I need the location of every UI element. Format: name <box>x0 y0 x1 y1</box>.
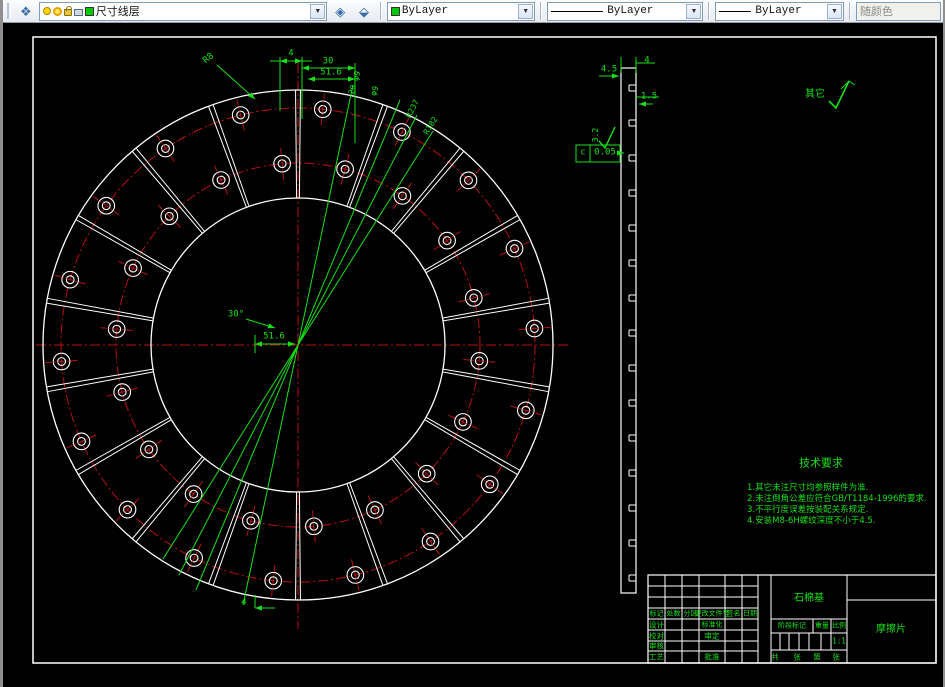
cad-geometry <box>32 36 937 664</box>
color-bylayer-swatch <box>390 6 400 16</box>
tech-requirement-item: 4.安装M8-6H螺纹深度不小于4.5. <box>747 515 876 526</box>
dimensions-top_inner: 51.6 <box>320 67 342 78</box>
layer-combo[interactable]: 尺寸线层 ▼ <box>38 1 328 21</box>
surface-note-others: 其它 <box>805 89 825 100</box>
layer-lock-icon[interactable] <box>63 6 72 16</box>
title-block-approval: 批准 <box>704 652 720 662</box>
layer-manager-button[interactable]: ❖ <box>15 2 37 21</box>
title-block-role: 审核 <box>649 641 664 651</box>
title-block-role: 工艺 <box>649 652 664 662</box>
title-block-approval: 标准化 <box>701 620 723 628</box>
title-block-field: 阶段标记 <box>778 621 806 630</box>
part-name: 摩擦片 <box>876 624 906 635</box>
toolbar-separator <box>848 2 851 20</box>
scale-value: 1:1 <box>832 636 846 646</box>
color-combo-dropdown-arrow[interactable]: ▼ <box>518 3 534 19</box>
dimensions-datum_letter: c <box>580 147 586 158</box>
layer-combo-value: 尺寸线层 <box>95 5 140 18</box>
tech-requirement-item: 1.其它未注尺寸均参照样件为准. <box>747 482 869 493</box>
plotstyle-combo-value: 随颜色 <box>859 5 893 18</box>
layer-previous-icon: ⬙ <box>359 3 370 19</box>
linetype-combo[interactable]: ByLayer ▼ <box>547 1 704 21</box>
lineweight-sample <box>719 10 752 12</box>
title-block-header: 处数 <box>666 609 681 617</box>
tech-requirement-item: 2.未注倒角公差应符合GB/T1184-1996的要求. <box>747 493 927 504</box>
linetype-combo-value: ByLayer <box>607 5 654 17</box>
dimensions-side_rough: 3.2 <box>591 127 600 143</box>
dimensions-side_top2: 4 <box>644 55 650 66</box>
dimensions-side_right: 1.5 <box>640 91 658 102</box>
title-block-header: 标记 <box>649 609 664 617</box>
layers-icon: ❖ <box>20 3 32 19</box>
dimensions-side_top: 4.5 <box>600 64 618 75</box>
title-block-approval: 审定 <box>704 630 720 640</box>
layer-plot-icon[interactable] <box>73 8 83 16</box>
tech-requirement-item: 3.不平行度误差按装配关系规定. <box>747 504 869 515</box>
sheet-count: 第 <box>813 651 821 661</box>
drawing-canvas[interactable]: 4 30 51.6 R8 30° 51.6 4 20-φ9 φ9 R237 R182 4.5 4 1.5 3… <box>3 23 943 687</box>
dimensions-angle: 30° <box>227 309 245 320</box>
color-combo[interactable]: ByLayer ▼ <box>386 1 536 21</box>
layer-properties-toolbar: ❖ 尺寸线层 ▼ ◈ ⬙ ByLayer ▼ ByLayer <box>3 0 943 23</box>
toolbar-separator <box>708 2 711 20</box>
tech-requirements-title: 技术要求 <box>799 456 843 470</box>
toolbar-separator <box>540 2 543 20</box>
layer-previous-button[interactable]: ⬙ <box>353 2 375 21</box>
sheet-count: 共 <box>771 651 779 661</box>
dimensions-top_span: 30 <box>322 56 334 67</box>
lineweight-combo-dropdown-arrow[interactable]: ▼ <box>826 3 842 19</box>
title-block-header: 更改文件号 <box>694 609 730 617</box>
make-object-layer-current-button[interactable]: ◈ <box>329 2 351 21</box>
linetype-combo-dropdown-arrow[interactable]: ▼ <box>686 3 702 19</box>
title-block-role: 校对 <box>649 630 664 640</box>
sheet-count: 张 <box>832 651 840 661</box>
toolbar-separator <box>379 2 382 20</box>
color-combo-value: ByLayer <box>401 5 449 17</box>
sheet-count: 张 <box>793 651 801 661</box>
material-field: 石棉基 <box>794 593 824 604</box>
title-block-header: 分区 <box>683 609 698 617</box>
dimensions-center_width: 51.6 <box>263 331 285 342</box>
lineweight-combo[interactable]: ByLayer ▼ <box>715 1 844 21</box>
lineweight-combo-value: ByLayer <box>755 5 802 17</box>
make-layer-current-icon: ◈ <box>335 3 346 19</box>
title-block-field: 重量 <box>815 621 829 630</box>
title-block-header: 日期 <box>743 609 757 617</box>
dimensions-datum_value: 0.05 <box>594 147 616 158</box>
plotstyle-combo: 随颜色 <box>855 1 941 21</box>
dimensions-bottom_gap: 4 <box>241 597 247 608</box>
dimensions-top_gap: 4 <box>288 48 294 59</box>
toolbar-grip[interactable] <box>7 3 11 19</box>
title-block-header: 签名 <box>726 609 741 617</box>
layer-freeze-sun-icon[interactable] <box>52 6 62 16</box>
linetype-sample <box>551 10 604 12</box>
layer-combo-dropdown-arrow[interactable]: ▼ <box>310 3 326 19</box>
title-block-field: 比例 <box>832 621 846 630</box>
layer-on-bulb-icon[interactable] <box>42 7 51 15</box>
layer-color-swatch <box>84 6 94 16</box>
title-block-role: 设计 <box>649 619 664 629</box>
